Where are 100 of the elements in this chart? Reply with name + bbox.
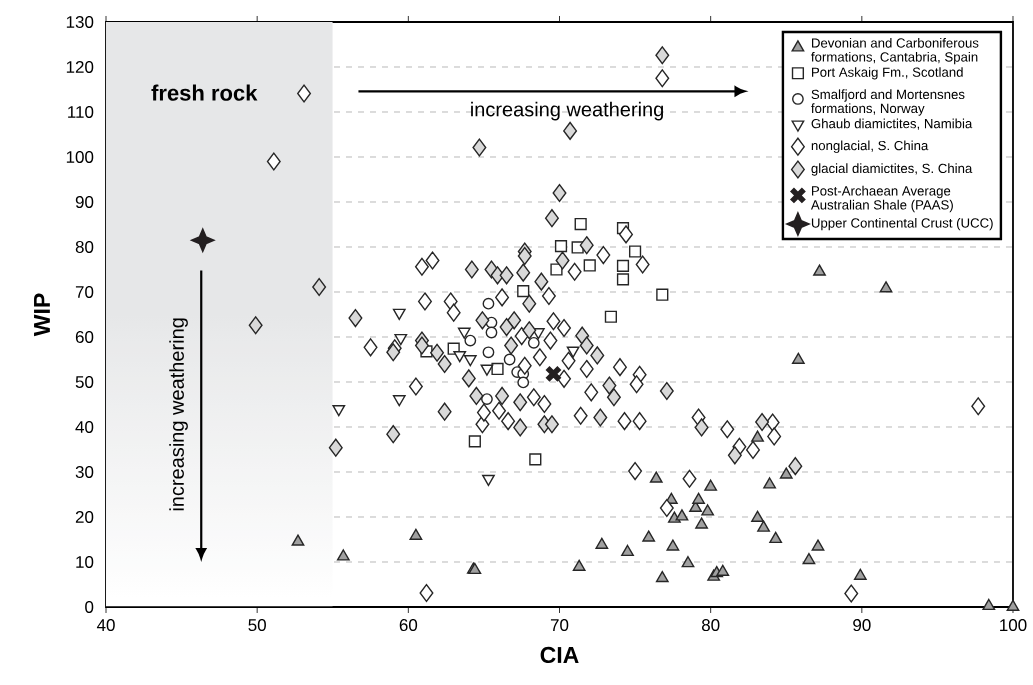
x-tick-label: 70 xyxy=(550,619,569,632)
point xyxy=(655,570,669,583)
point xyxy=(513,393,528,412)
point xyxy=(409,528,423,540)
point xyxy=(602,376,617,395)
point xyxy=(541,286,556,306)
point xyxy=(417,292,432,311)
point xyxy=(606,388,621,407)
point xyxy=(453,350,467,363)
point xyxy=(971,397,986,416)
point xyxy=(468,435,481,448)
y-tick-label: 10 xyxy=(76,555,94,568)
point xyxy=(332,404,346,417)
point xyxy=(557,318,572,338)
y-tick-label: 110 xyxy=(68,105,94,118)
legend-label: nonglacial, S. China xyxy=(811,140,929,153)
point xyxy=(572,559,586,571)
point xyxy=(464,334,477,347)
point xyxy=(590,346,605,365)
point xyxy=(628,245,642,258)
legend-label: Port Askaig Fm., Scotland xyxy=(812,67,963,80)
y-tick-label: 120 xyxy=(66,60,94,73)
point xyxy=(522,294,537,313)
point xyxy=(694,418,709,437)
point xyxy=(492,401,507,420)
y-tick-label: 80 xyxy=(75,240,94,253)
point xyxy=(425,251,440,270)
point xyxy=(491,362,504,376)
point xyxy=(666,539,680,551)
x-tick-label: 90 xyxy=(853,619,871,632)
point xyxy=(503,353,516,366)
point xyxy=(595,537,609,549)
point xyxy=(480,364,494,376)
point xyxy=(604,310,617,323)
point xyxy=(336,549,350,561)
point xyxy=(446,303,461,322)
point xyxy=(527,336,540,349)
point xyxy=(430,343,445,362)
point xyxy=(546,312,561,331)
point xyxy=(481,393,493,405)
point xyxy=(190,228,215,253)
point xyxy=(813,264,826,276)
point xyxy=(655,46,670,65)
point xyxy=(769,531,783,544)
point xyxy=(681,556,695,568)
point xyxy=(552,183,567,203)
point xyxy=(499,317,514,337)
point xyxy=(392,308,406,320)
point xyxy=(544,415,559,434)
point xyxy=(751,430,764,442)
point xyxy=(853,568,867,580)
point xyxy=(692,492,705,504)
point xyxy=(482,346,495,359)
point xyxy=(414,336,429,355)
point xyxy=(517,284,530,298)
legend-label: glacial diamictites, S. China xyxy=(811,163,973,176)
y-tick-label: 90 xyxy=(75,195,94,208)
point xyxy=(485,326,498,339)
point xyxy=(751,510,764,522)
x-tick-label: 40 xyxy=(96,619,115,632)
point xyxy=(363,338,378,357)
point xyxy=(675,509,689,521)
legend-label: Post-Archaean Average Australian Shale (PAAS) xyxy=(810,185,953,213)
y-tick-label: 130 xyxy=(66,15,94,28)
point xyxy=(517,356,532,375)
point xyxy=(291,534,305,546)
point xyxy=(522,321,537,340)
point xyxy=(656,288,669,301)
y-tick-label: 60 xyxy=(75,330,94,343)
point xyxy=(596,245,611,265)
point xyxy=(612,358,627,377)
point xyxy=(802,552,816,565)
point xyxy=(419,583,434,603)
point xyxy=(554,239,568,253)
point xyxy=(573,406,588,425)
point xyxy=(495,386,510,406)
y-tick-label: 30 xyxy=(75,465,94,478)
point xyxy=(297,84,312,103)
point xyxy=(534,272,549,291)
annotation: increasing weathering xyxy=(471,101,663,121)
point xyxy=(561,351,576,370)
x-tick-label: 60 xyxy=(399,619,418,632)
point xyxy=(763,477,777,489)
point xyxy=(461,369,476,388)
point xyxy=(566,346,580,358)
point xyxy=(593,408,608,427)
point xyxy=(414,257,429,276)
point xyxy=(386,343,401,362)
point xyxy=(982,598,996,611)
point xyxy=(788,457,803,476)
point xyxy=(567,262,582,281)
point xyxy=(472,138,487,157)
point xyxy=(616,273,630,286)
point xyxy=(544,209,559,228)
point xyxy=(584,383,599,402)
y-tick-label: 70 xyxy=(75,285,94,298)
point xyxy=(513,418,528,437)
point xyxy=(457,327,471,339)
point xyxy=(682,469,697,488)
point xyxy=(248,316,263,335)
